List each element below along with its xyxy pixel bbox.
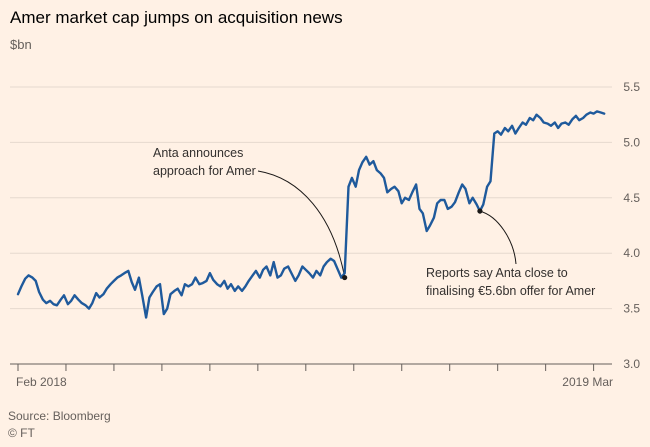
y-tick-label: 4.5 [623, 191, 640, 205]
x-tick-label-start: Feb 2018 [16, 375, 67, 389]
x-tick-label-end: 2019 Mar [562, 375, 613, 389]
annotation-approach-line2: approach for Amer [153, 164, 256, 178]
y-tick-label: 4.0 [623, 246, 640, 260]
annotation-reports-line1: Reports say Anta close to [426, 266, 568, 280]
y-axis-unit: $bn [10, 37, 32, 52]
y-tick-label: 5.0 [623, 135, 640, 149]
chart-title: Amer market cap jumps on acquisition new… [10, 8, 343, 27]
annotation-leader-reports [479, 210, 517, 265]
annotation-marker-approach [342, 274, 348, 281]
annotation-approach-line1: Anta announces [153, 146, 243, 160]
annotation-marker-reports [477, 208, 483, 214]
gridlines [10, 86, 612, 310]
ft-credit: © FT [8, 426, 36, 440]
series-line-market-cap [16, 110, 606, 319]
y-tick-label: 3.5 [623, 302, 640, 316]
y-tick-label: 5.5 [623, 80, 640, 94]
y-tick-label: 3.0 [623, 357, 640, 371]
x-axis-ticks [17, 364, 595, 371]
annotation-reports-line2: finalising €5.6bn offer for Amer [426, 284, 595, 298]
source-note: Source: Bloomberg [8, 409, 111, 423]
annotation-leader-approach [257, 170, 346, 278]
y-axis-ticks: 3.0 3.5 4.0 4.5 5.0 5.5 [623, 80, 640, 371]
